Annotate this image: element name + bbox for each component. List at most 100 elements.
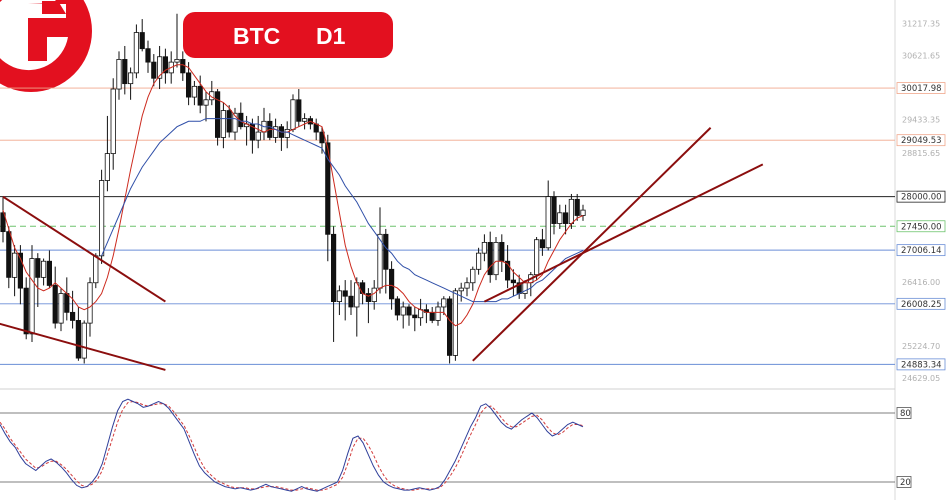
candle xyxy=(545,180,551,251)
candle xyxy=(191,80,197,106)
candle xyxy=(446,296,453,364)
candle xyxy=(52,266,58,329)
bullish-candle-body xyxy=(156,56,163,79)
candle xyxy=(475,247,482,275)
candle xyxy=(220,102,226,149)
trend-channels xyxy=(0,127,764,371)
candle xyxy=(539,228,546,256)
candle xyxy=(180,51,186,81)
stochastic-level-label: 80 xyxy=(900,409,911,419)
candle xyxy=(145,40,151,73)
candle xyxy=(383,228,389,294)
bullish-candle-body xyxy=(371,287,377,302)
bullish-candle-body xyxy=(534,239,540,276)
bullish-candle-body xyxy=(220,110,226,138)
bearish-candle-body xyxy=(342,290,348,297)
bullish-candle-body xyxy=(58,293,64,324)
bearish-candle-body xyxy=(70,311,76,321)
candle xyxy=(574,193,580,221)
bullish-candle-body xyxy=(29,258,35,335)
candle xyxy=(75,306,81,361)
bullish-candle-body xyxy=(557,212,563,224)
candle xyxy=(359,280,366,305)
stochastic-level-tag xyxy=(896,407,912,419)
candle xyxy=(156,45,163,90)
price-level-label: 27450.00 xyxy=(901,222,942,232)
candle xyxy=(493,237,499,281)
bullish-candle-body xyxy=(464,282,470,289)
logo-backdrop xyxy=(0,0,160,160)
candle xyxy=(46,250,53,289)
candle xyxy=(151,54,157,87)
candle xyxy=(325,134,331,262)
price-level-label: 29049.53 xyxy=(901,136,942,146)
bullish-candle-body xyxy=(110,88,116,155)
bullish-candle-body xyxy=(87,282,93,324)
moving-averages xyxy=(2,64,584,327)
stochastic-oscillator: 80 20 xyxy=(0,388,912,492)
bearish-candle-body xyxy=(383,233,389,270)
candle xyxy=(139,19,145,52)
candle xyxy=(487,231,493,283)
price-tick-label: 24629.05 xyxy=(902,374,940,383)
bearish-candle-body xyxy=(325,142,331,235)
bullish-candle-body xyxy=(272,126,279,138)
bearish-candle-body xyxy=(180,59,186,74)
price-level-tag xyxy=(896,244,946,257)
candle xyxy=(290,94,296,133)
price-tick-label: 31217.35 xyxy=(902,20,940,29)
candle xyxy=(580,204,586,221)
candle xyxy=(104,115,110,192)
price-level-tag xyxy=(896,358,946,371)
candle xyxy=(174,13,180,68)
candle xyxy=(58,288,64,332)
bullish-candle-body xyxy=(116,59,122,90)
bearish-candle-body xyxy=(52,285,58,324)
bearish-candle-body xyxy=(487,241,493,276)
candle xyxy=(17,245,24,305)
symbol-label: BTC xyxy=(233,23,281,49)
candle xyxy=(499,234,505,272)
candle xyxy=(6,226,12,289)
candle xyxy=(307,115,314,130)
bullish-candle-body xyxy=(452,290,459,356)
trend-channel-line xyxy=(2,195,166,303)
price-level-label: 24883.34 xyxy=(901,360,942,370)
candle xyxy=(371,280,377,310)
bullish-candle-body xyxy=(580,209,586,216)
candle xyxy=(29,245,35,342)
bullish-candle-body xyxy=(441,298,447,308)
candle xyxy=(394,296,401,321)
bearish-candle-body xyxy=(446,298,453,356)
stochastic-level-label: 20 xyxy=(900,478,911,488)
bullish-candle-body xyxy=(475,252,482,270)
bearish-candle-body xyxy=(214,91,221,138)
bullish-candle-body xyxy=(174,59,180,63)
bullish-candle-body xyxy=(127,72,134,85)
candles xyxy=(0,13,586,364)
bullish-candle-body xyxy=(545,196,551,249)
candle xyxy=(400,301,406,329)
bearish-candle-body xyxy=(122,59,128,85)
price-level-tag xyxy=(896,220,946,233)
candle xyxy=(342,280,348,321)
price-level-label: 28000.00 xyxy=(901,193,942,203)
bullish-candle-body xyxy=(400,306,406,316)
symbol-badge: BTC D1 xyxy=(183,12,393,58)
candle xyxy=(70,290,76,329)
bearish-candle-body xyxy=(23,287,29,335)
bullish-candle-body xyxy=(99,180,105,257)
candle xyxy=(551,191,557,235)
candle xyxy=(412,306,418,332)
candle xyxy=(197,75,203,114)
candle xyxy=(23,277,29,340)
bearish-candle-body xyxy=(394,298,401,316)
bullish-candle-body xyxy=(104,153,110,181)
candle xyxy=(464,277,470,297)
candle xyxy=(330,226,337,342)
stochastic-k-line xyxy=(0,398,584,492)
stochastic-level-tag xyxy=(896,476,912,488)
candle xyxy=(35,253,41,307)
trend-channel-line xyxy=(0,322,166,371)
